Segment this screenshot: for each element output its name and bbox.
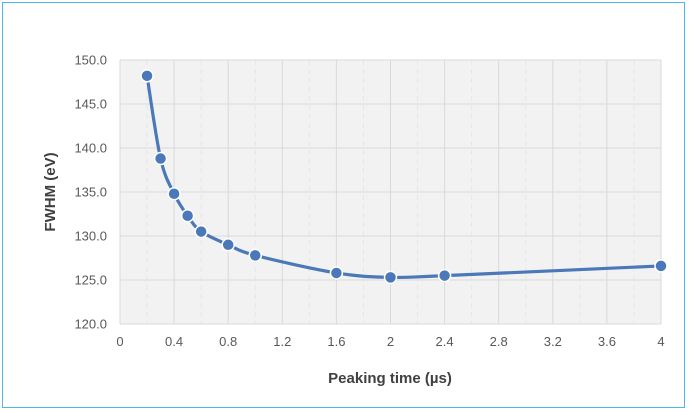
x-tick-label: 0.8 xyxy=(219,334,237,349)
y-tick-label: 145.0 xyxy=(74,97,107,112)
data-point xyxy=(140,69,154,83)
x-tick-label: 0.4 xyxy=(165,334,183,349)
y-tick-label: 120.0 xyxy=(74,317,107,332)
data-point xyxy=(153,151,168,166)
x-tick-label: 3.2 xyxy=(544,334,562,349)
series-layer xyxy=(140,69,668,285)
x-tick-label: 1.6 xyxy=(327,334,345,349)
data-point xyxy=(221,238,235,252)
y-tick-label: 125.0 xyxy=(74,273,107,288)
data-point xyxy=(194,224,208,239)
y-axis-tick-labels: 120.0 125.0 130.0 135.0 140.0 145.0 150.0 xyxy=(74,53,107,332)
x-tick-label: 2.4 xyxy=(436,334,454,349)
data-point xyxy=(329,266,344,280)
series-line xyxy=(145,74,663,280)
data-point xyxy=(180,209,195,223)
x-axis-tick-labels: 0 0.4 0.8 1.2 1.6 2 2.4 2.8 3.2 3.6 4 xyxy=(116,334,664,349)
x-tick-label: 3.6 xyxy=(598,334,616,349)
data-point xyxy=(437,268,452,283)
data-point xyxy=(248,248,262,263)
x-axis-title: Peaking time (µs) xyxy=(328,370,452,387)
x-tick-label: 1.2 xyxy=(273,334,291,349)
y-tick-label: 140.0 xyxy=(74,141,107,156)
x-tick-label: 2.8 xyxy=(490,334,508,349)
data-point xyxy=(654,259,668,273)
x-tick-label: 2 xyxy=(387,334,394,349)
y-axis-title: FWHM (eV) xyxy=(42,152,59,231)
data-point xyxy=(167,187,181,201)
y-tick-label: 130.0 xyxy=(74,229,107,244)
data-point xyxy=(383,270,398,285)
y-tick-label: 150.0 xyxy=(74,53,107,68)
y-tick-label: 135.0 xyxy=(74,185,107,200)
x-tick-label: 4 xyxy=(657,334,664,349)
x-tick-label: 0 xyxy=(116,334,123,349)
